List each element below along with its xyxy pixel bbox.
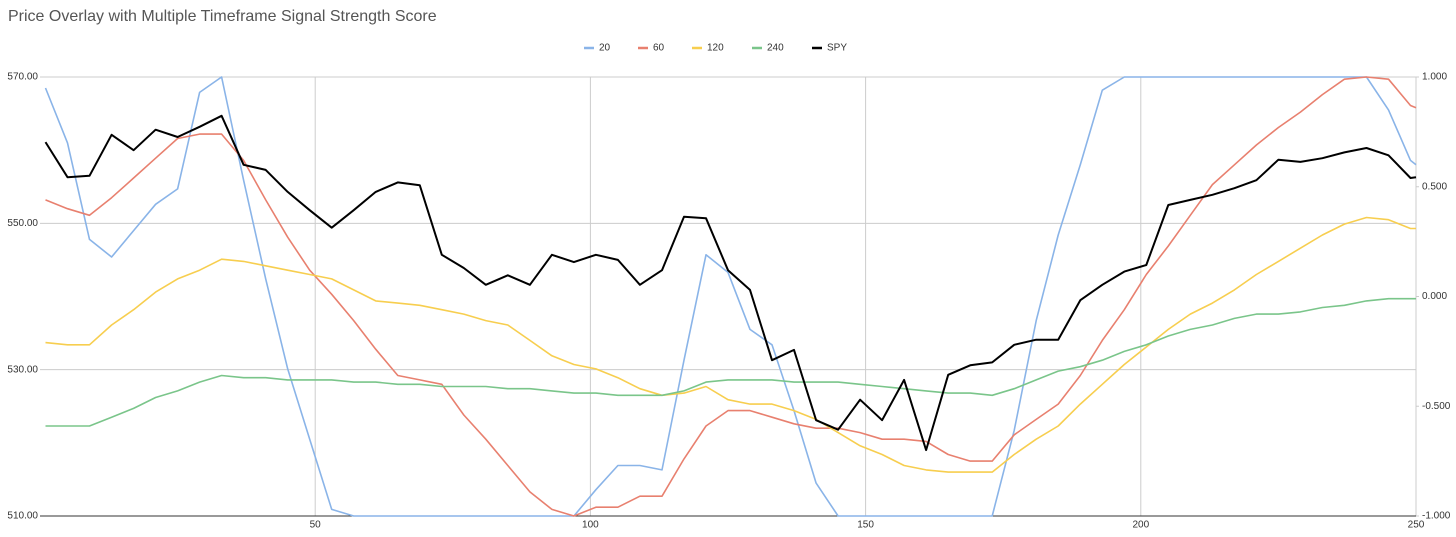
- series-line: [45, 297, 1416, 427]
- x-tick-label: 150: [857, 520, 874, 531]
- series-line: [44, 76, 1417, 517]
- y-tick-label: 530.00: [7, 364, 38, 375]
- y2-tick-label: 0.000: [1422, 291, 1447, 302]
- legend-label: 60: [653, 43, 665, 54]
- y2-tick-label: 1.000: [1422, 72, 1447, 83]
- y2-tick-label: 0.500: [1422, 181, 1447, 192]
- chart-title: Price Overlay with Multiple Timeframe Si…: [8, 8, 437, 25]
- series-line: [44, 114, 1417, 452]
- series-line: [45, 76, 1417, 517]
- legend: 20 60 120 240 SPY: [584, 43, 847, 54]
- y2-tick-label: -1.000: [1422, 511, 1451, 522]
- legend-label: SPY: [827, 43, 847, 54]
- x-tick-label: 100: [582, 520, 599, 531]
- legend-label: 20: [599, 43, 611, 54]
- legend-label: 240: [767, 43, 784, 54]
- legend-label: 120: [707, 43, 724, 54]
- y-tick-label: 570.00: [7, 72, 38, 83]
- x-tick-label: 200: [1132, 520, 1149, 531]
- x-tick-label: 50: [310, 520, 322, 531]
- series-line: [45, 216, 1416, 473]
- y-tick-label: 550.00: [7, 218, 38, 229]
- y2-tick-label: -0.500: [1422, 401, 1451, 412]
- x-tick-label: 250: [1408, 520, 1425, 531]
- y-tick-label: 510.00: [7, 511, 38, 522]
